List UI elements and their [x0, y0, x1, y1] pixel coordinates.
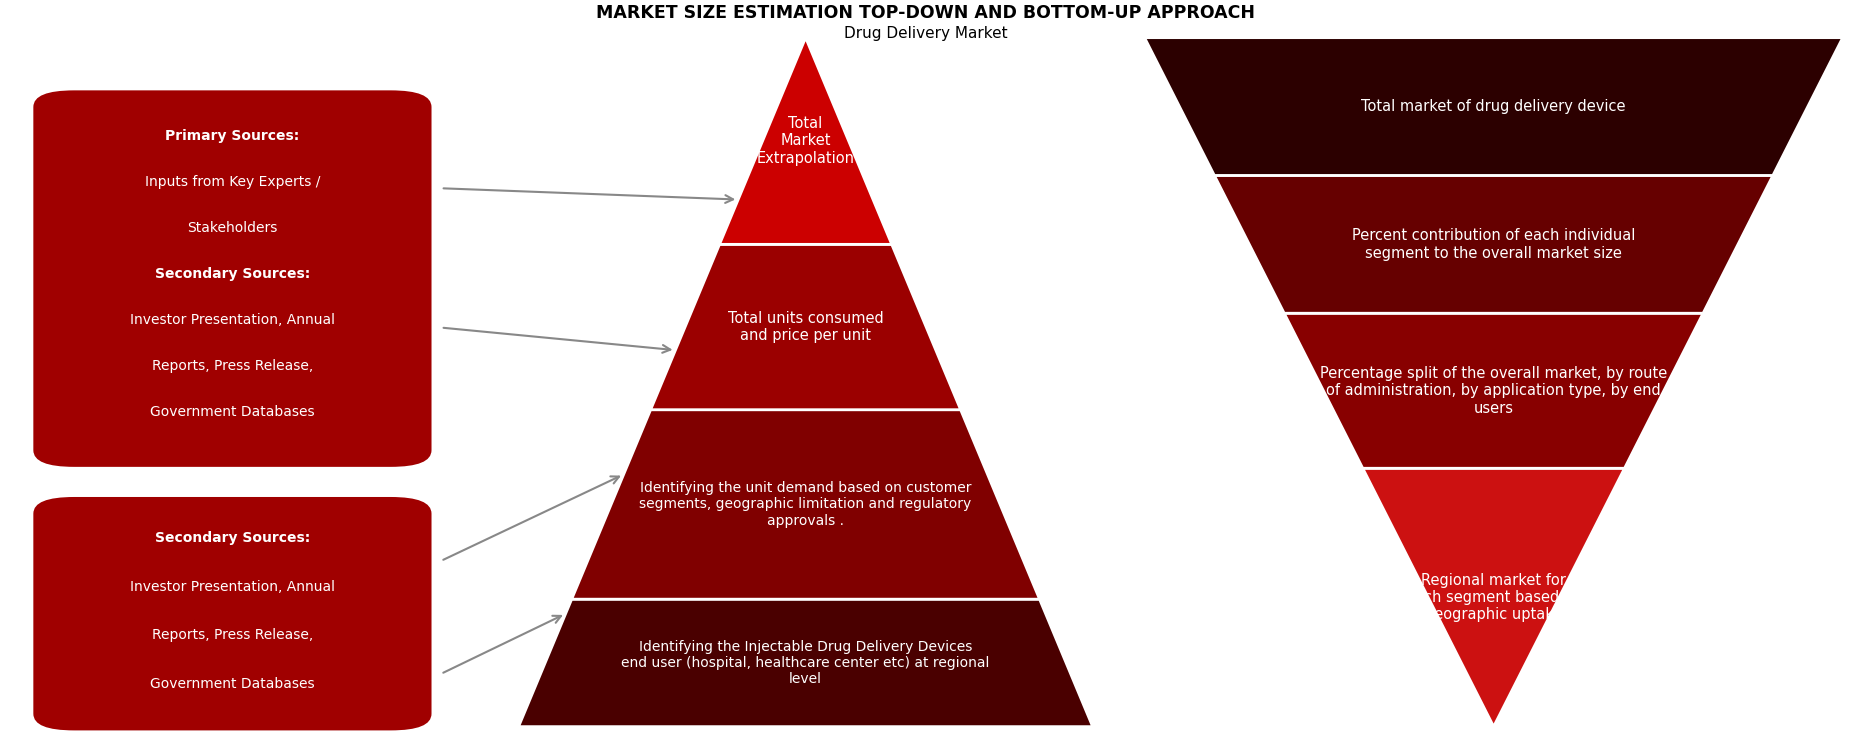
Text: Reports, Press Release,: Reports, Press Release,	[152, 359, 313, 373]
Polygon shape	[572, 410, 1039, 599]
Text: MARKET SIZE ESTIMATION TOP-DOWN AND BOTTOM-UP APPROACH: MARKET SIZE ESTIMATION TOP-DOWN AND BOTT…	[596, 4, 1256, 22]
Polygon shape	[1215, 175, 1772, 313]
Polygon shape	[519, 599, 1093, 727]
Polygon shape	[1283, 313, 1704, 468]
Text: Total market of drug delivery device: Total market of drug delivery device	[1361, 99, 1626, 114]
Text: Identifying the Injectable Drug Delivery Devices
end user (hospital, healthcare : Identifying the Injectable Drug Delivery…	[622, 640, 989, 686]
FancyBboxPatch shape	[33, 90, 432, 467]
Text: Identifying the unit demand based on customer
segments, geographic limitation an: Identifying the unit demand based on cus…	[639, 481, 972, 528]
Text: Secondary Sources:: Secondary Sources:	[156, 531, 309, 545]
Polygon shape	[720, 38, 893, 244]
FancyBboxPatch shape	[33, 497, 432, 730]
Text: Stakeholders: Stakeholders	[187, 221, 278, 235]
Text: Drug Delivery Market: Drug Delivery Market	[845, 26, 1007, 41]
Text: Percent contribution of each individual
segment to the overall market size: Percent contribution of each individual …	[1352, 228, 1635, 261]
Polygon shape	[650, 244, 961, 410]
Text: Percentage split of the overall market, by route
of administration, by applicati: Percentage split of the overall market, …	[1320, 366, 1667, 416]
Text: Primary Sources:: Primary Sources:	[165, 130, 300, 143]
Polygon shape	[1145, 38, 1843, 175]
Text: Investor Presentation, Annual: Investor Presentation, Annual	[130, 580, 335, 593]
Text: Secondary Sources:: Secondary Sources:	[156, 267, 309, 281]
Text: Total units consumed
and price per unit: Total units consumed and price per unit	[728, 311, 883, 343]
Polygon shape	[1363, 468, 1624, 727]
Text: Reports, Press Release,: Reports, Press Release,	[152, 628, 313, 642]
Text: Government Databases: Government Databases	[150, 405, 315, 419]
Text: Investor Presentation, Annual: Investor Presentation, Annual	[130, 313, 335, 327]
Text: Regional market for
each segment based on
geographic uptake: Regional market for each segment based o…	[1406, 572, 1582, 623]
Text: Inputs from Key Experts /: Inputs from Key Experts /	[144, 175, 320, 189]
Text: Government Databases: Government Databases	[150, 677, 315, 691]
Text: Total
Market
Extrapolation: Total Market Extrapolation	[757, 116, 854, 166]
